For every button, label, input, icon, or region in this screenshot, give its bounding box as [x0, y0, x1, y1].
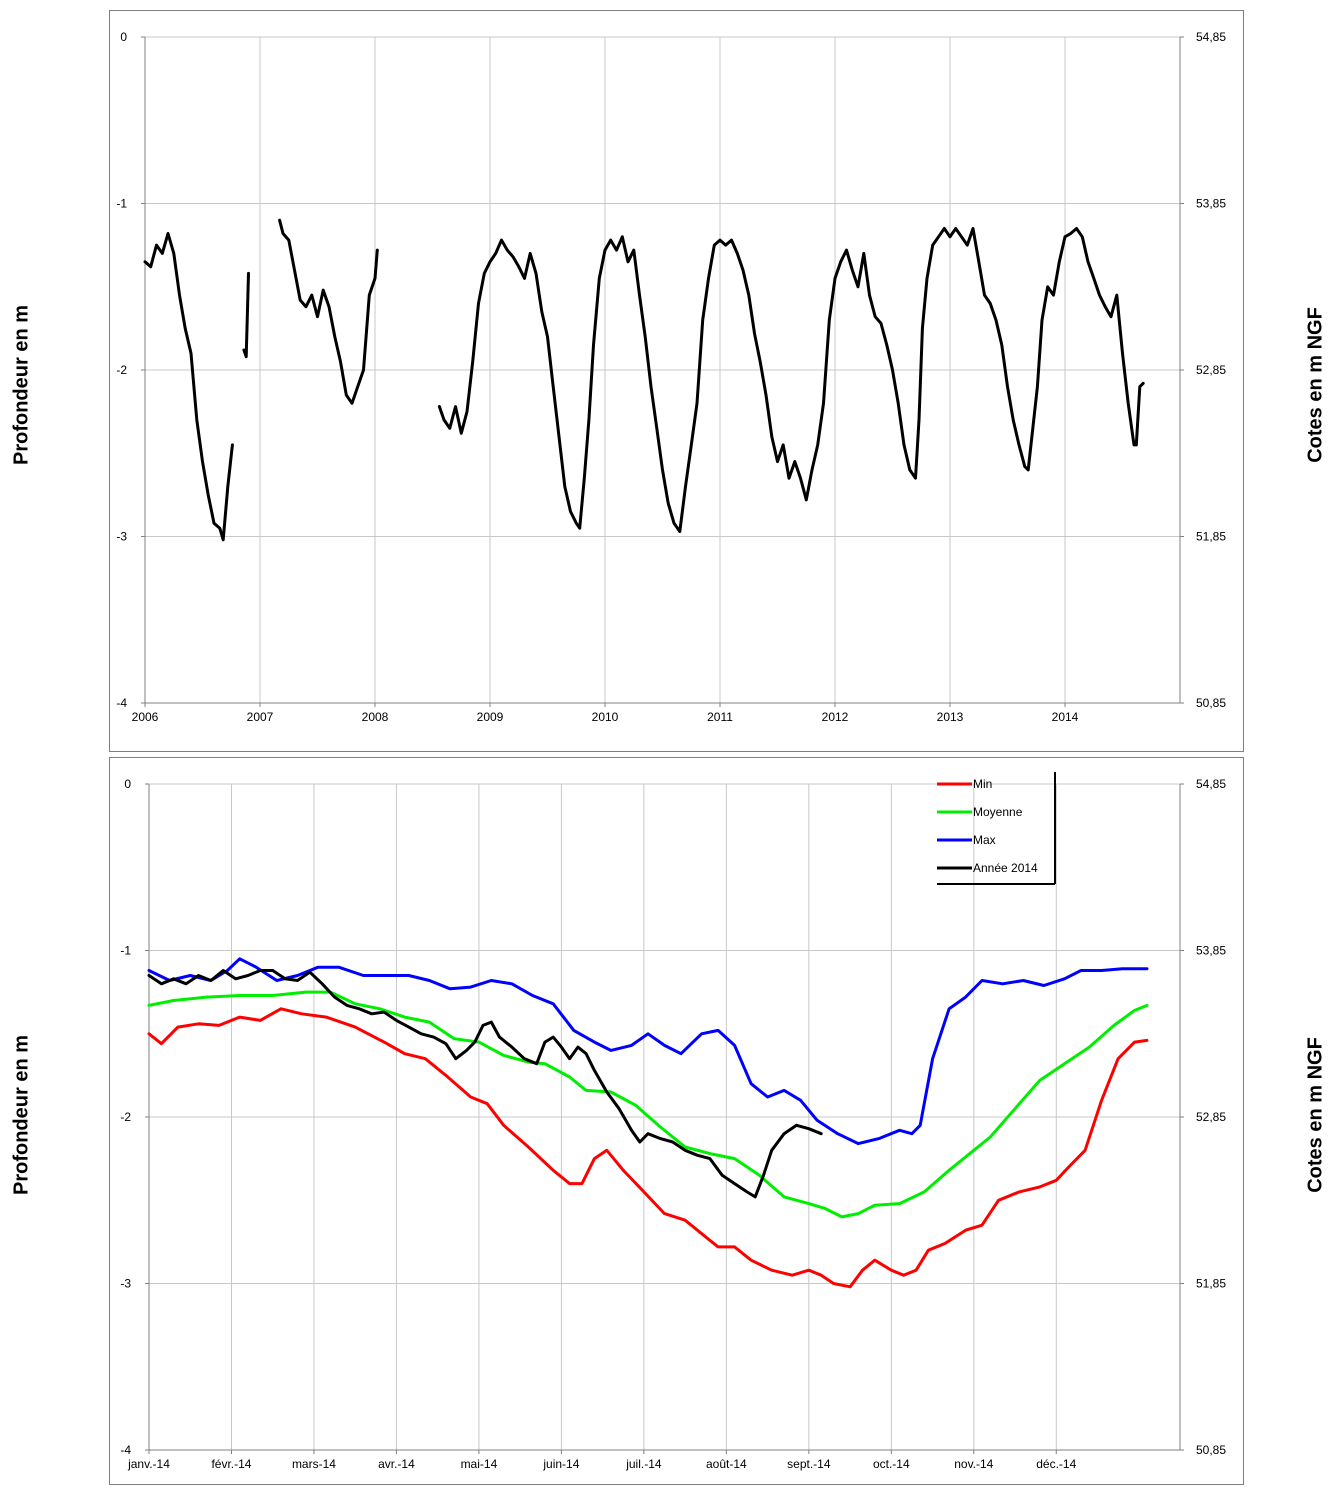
series-line-ann-e-2014	[147, 969, 823, 1199]
x-tick-label: 2007	[247, 710, 274, 724]
y2-tick-label: 51,85	[1196, 530, 1226, 544]
series-line-depth	[143, 232, 234, 542]
y-tick-label: 0	[124, 777, 131, 791]
x-tick-label: mars-14	[292, 1457, 336, 1471]
x-tick-label: mai-14	[461, 1457, 498, 1471]
x-tick-label: déc.-14	[1036, 1457, 1076, 1471]
y-tick-label: -1	[116, 197, 127, 211]
y2-tick-label: 50,85	[1196, 696, 1226, 710]
top-chart-frame	[109, 10, 1244, 752]
y-tick-label: -3	[120, 1277, 131, 1291]
x-tick-label: 2012	[822, 710, 849, 724]
y-tick-label: -4	[120, 1443, 131, 1457]
y2-tick-label: 54,85	[1196, 30, 1226, 44]
y2-tick-label: 50,85	[1196, 1443, 1226, 1457]
x-tick-label: 2009	[477, 710, 504, 724]
x-tick-label: févr.-14	[211, 1457, 251, 1471]
x-tick-label: juil.-14	[625, 1457, 662, 1471]
series-line-depth	[278, 218, 379, 405]
x-tick-label: 2011	[707, 710, 733, 724]
y-tick-label: -3	[116, 530, 127, 544]
x-tick-label: 2013	[937, 710, 964, 724]
top-right-axis-title: Cotes en m NGF	[1304, 307, 1327, 463]
top-left-axis-title: Profondeur en m	[10, 304, 33, 466]
x-tick-label: 2006	[132, 710, 159, 724]
y-tick-label: -2	[116, 363, 127, 377]
series-line-depth	[437, 227, 1145, 533]
x-tick-label: août-14	[706, 1457, 747, 1471]
legend-label: Moyenne	[973, 805, 1023, 819]
y2-tick-label: 53,85	[1196, 944, 1226, 958]
y2-tick-label: 53,85	[1196, 197, 1226, 211]
x-tick-label: 2014	[1052, 710, 1079, 724]
y-tick-label: -1	[120, 944, 131, 958]
top-chart: 0 54,85 -1 53,85 -2 52,85 -3 51,85 -4 50,85 2006 20…	[116, 30, 1226, 724]
series-line-moyenne	[147, 990, 1149, 1219]
series-line-max	[147, 957, 1149, 1146]
y2-tick-label: 51,85	[1196, 1277, 1226, 1291]
y-tick-label: -4	[116, 696, 127, 710]
y2-tick-label: 52,85	[1196, 1110, 1226, 1124]
legend-label: Min	[973, 777, 992, 791]
y2-tick-label: 54,85	[1196, 777, 1226, 791]
legend: Min Moyenne Max Année 2014	[937, 772, 1056, 885]
y-tick-label: 0	[120, 30, 127, 44]
y2-tick-label: 52,85	[1196, 363, 1226, 377]
y-tick-label: -2	[120, 1110, 131, 1124]
x-tick-label: janv.-14	[127, 1457, 170, 1471]
series-line-min	[147, 1007, 1149, 1289]
bottom-left-axis-title: Profondeur en m	[10, 1034, 33, 1196]
x-tick-label: juin-14	[542, 1457, 579, 1471]
x-tick-label: 2008	[362, 710, 389, 724]
x-tick-label: avr.-14	[378, 1457, 415, 1471]
series-line-depth	[242, 271, 250, 359]
legend-label: Année 2014	[973, 861, 1038, 875]
bottom-right-axis-title: Cotes en m NGF	[1304, 1037, 1327, 1193]
x-tick-label: nov.-14	[954, 1457, 993, 1471]
legend-label: Max	[973, 833, 996, 847]
x-tick-label: 2010	[592, 710, 619, 724]
x-tick-label: oct.-14	[873, 1457, 910, 1471]
x-tick-label: sept.-14	[787, 1457, 831, 1471]
